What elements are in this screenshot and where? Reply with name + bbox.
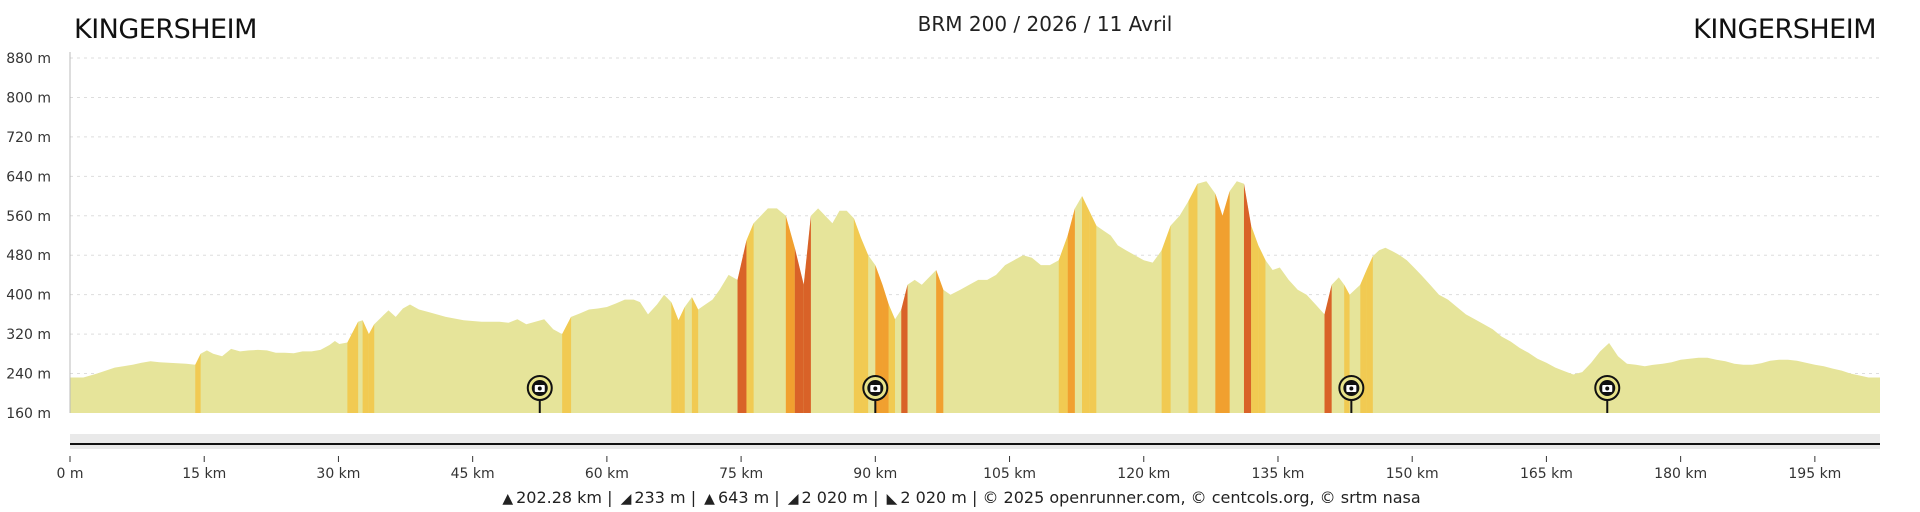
gradient-stripe bbox=[1058, 235, 1068, 413]
photo-markers[interactable] bbox=[526, 375, 1621, 413]
stat-max-altitude: 643 m bbox=[717, 488, 770, 507]
distance-track[interactable] bbox=[70, 434, 1880, 449]
x-tick-label: 45 km bbox=[451, 466, 495, 482]
photo-marker[interactable] bbox=[1338, 375, 1365, 413]
photo-marker[interactable] bbox=[862, 375, 889, 413]
elevation-loss-icon: ◣ bbox=[886, 491, 898, 507]
separator: | bbox=[690, 488, 697, 507]
camera-lens bbox=[1349, 386, 1354, 391]
gradient-stripe bbox=[1188, 183, 1198, 413]
gradient-stripe bbox=[678, 306, 685, 413]
gradient-stripe bbox=[901, 284, 908, 413]
x-tick-label: 105 km bbox=[983, 466, 1036, 482]
stats-footer: ▲ 202.28 km | ◢ 233 m | ▲ 643 m | ◢ 2 020 m … bbox=[0, 488, 1920, 507]
gradient-stripe bbox=[347, 321, 359, 413]
gradient-stripe bbox=[794, 247, 804, 413]
x-axis: 0 m 15 km 30 km 45 km 60 km 75 km 90 km 105 km 1… bbox=[57, 456, 1841, 482]
camera-lens bbox=[873, 386, 878, 391]
photo-marker[interactable] bbox=[1594, 375, 1621, 413]
gradient-stripe bbox=[368, 324, 375, 413]
x-tick-label: 195 km bbox=[1788, 466, 1841, 482]
gradient-stripe bbox=[1360, 270, 1367, 413]
x-tick-label: 75 km bbox=[719, 466, 763, 482]
y-tick-label: 240 m bbox=[6, 367, 51, 383]
track-background bbox=[70, 434, 1880, 449]
gradient-stripe bbox=[746, 223, 754, 413]
stat-min-altitude: 233 m bbox=[634, 488, 686, 507]
y-tick-label: 320 m bbox=[6, 327, 51, 343]
gradient-stripe bbox=[1251, 225, 1259, 413]
chart-title: BRM 200 / 2026 / 11 Avril bbox=[917, 12, 1173, 36]
gradient-stripe bbox=[691, 297, 699, 413]
distance-icon: ▲ bbox=[502, 491, 514, 507]
elevation-area[interactable] bbox=[70, 181, 1880, 413]
gradient-stripe bbox=[362, 320, 369, 413]
gradient-stripe bbox=[1067, 208, 1075, 413]
y-tick-label: 400 m bbox=[6, 288, 51, 304]
x-tick-label: 90 km bbox=[853, 466, 897, 482]
elevation-profile[interactable] bbox=[70, 181, 1880, 413]
y-tick-label: 800 m bbox=[6, 90, 51, 106]
camera-lens bbox=[1605, 386, 1610, 391]
y-axis: 160 m 240 m 320 m 400 m 480 m 560 m 640 m 720 m… bbox=[6, 51, 71, 422]
gradient-stripe bbox=[1324, 284, 1332, 413]
gradient-stripe bbox=[1215, 193, 1223, 413]
gradient-stripe bbox=[1222, 191, 1230, 413]
stat-elevation-gain: 2 020 m bbox=[801, 488, 869, 507]
x-tick-label: 15 km bbox=[182, 466, 226, 482]
elevation-gain-icon: ◢ bbox=[787, 491, 799, 507]
gradient-stripe bbox=[671, 302, 679, 413]
gradient-stripe bbox=[853, 218, 862, 413]
gradient-stripe bbox=[1366, 256, 1373, 413]
separator: | bbox=[607, 488, 613, 507]
x-tick-label: 135 km bbox=[1252, 466, 1305, 482]
gradient-stripe bbox=[1243, 183, 1252, 413]
separator: | bbox=[873, 488, 879, 507]
gradient-stripe bbox=[195, 353, 201, 413]
x-tick-label: 165 km bbox=[1520, 466, 1573, 482]
y-tick-label: 480 m bbox=[6, 248, 51, 264]
gradient-stripe bbox=[562, 316, 572, 413]
gradient-stripe bbox=[803, 215, 811, 413]
start-label: KINGERSHEIM bbox=[74, 14, 257, 45]
separator: | bbox=[774, 488, 780, 507]
end-label: KINGERSHEIM bbox=[1693, 14, 1876, 45]
gradient-stripe bbox=[1089, 210, 1097, 413]
y-tick-label: 880 m bbox=[6, 51, 51, 67]
x-tick-label: 120 km bbox=[1117, 466, 1170, 482]
max-altitude-icon: ▲ bbox=[704, 491, 715, 507]
gradient-stripe bbox=[1258, 245, 1266, 413]
y-tick-label: 720 m bbox=[6, 130, 51, 146]
gradient-stripes bbox=[195, 183, 1373, 413]
x-tick-label: 30 km bbox=[316, 466, 360, 482]
gradient-stripe bbox=[737, 240, 747, 413]
gradient-stripe bbox=[888, 304, 896, 413]
gradient-stripe bbox=[936, 270, 944, 413]
x-tick-label: 0 m bbox=[57, 466, 84, 482]
gradient-stripe bbox=[861, 237, 869, 413]
stat-distance: 202.28 km bbox=[516, 488, 603, 507]
camera-lens bbox=[537, 386, 542, 391]
x-tick-label: 150 km bbox=[1386, 466, 1439, 482]
y-tick-label: 160 m bbox=[6, 406, 51, 422]
x-tick-label: 180 km bbox=[1654, 466, 1707, 482]
gradient-stripe bbox=[1082, 196, 1090, 413]
y-tick-label: 640 m bbox=[6, 169, 51, 185]
x-tick-label: 60 km bbox=[585, 466, 629, 482]
y-tick-label: 560 m bbox=[6, 209, 51, 225]
gradient-stripe bbox=[785, 215, 795, 413]
stat-elevation-loss: 2 020 m bbox=[900, 488, 967, 507]
separator: | bbox=[971, 488, 978, 507]
credits: © 2025 openrunner.com, © centcols.org, ©… bbox=[982, 488, 1421, 507]
min-altitude-icon: ◢ bbox=[620, 491, 632, 507]
gradient-stripe bbox=[1161, 225, 1171, 413]
photo-marker[interactable] bbox=[526, 375, 553, 413]
